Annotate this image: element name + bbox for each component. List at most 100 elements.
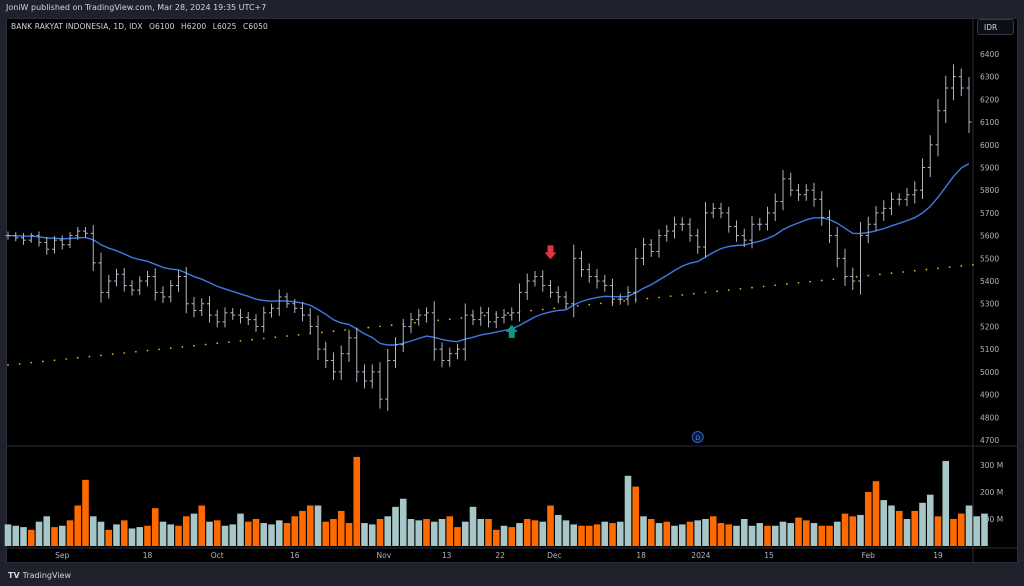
volume-bar <box>926 494 934 546</box>
price-tick-label: 5700 <box>980 209 999 218</box>
volume-bar <box>895 510 903 546</box>
volume-bar <box>43 516 51 546</box>
long-ma-dot <box>65 358 68 360</box>
volume-bar <box>136 527 144 546</box>
time-tick-label: 22 <box>495 551 505 560</box>
volume-bar <box>446 516 454 546</box>
volume-bar <box>469 506 477 546</box>
volume-bar <box>624 475 632 546</box>
long-ma-dot <box>588 303 591 306</box>
long-ma-dot <box>704 291 707 294</box>
volume-bar <box>27 529 35 546</box>
volume-bar <box>345 523 353 546</box>
volume-tick-label: 300 M <box>980 461 1003 470</box>
long-ma-dot <box>460 317 463 319</box>
volume-bar <box>361 523 368 546</box>
long-ma-dot <box>297 333 300 336</box>
volume-bar <box>376 519 384 546</box>
long-ma-dot <box>599 302 602 305</box>
volume-bar <box>159 521 167 546</box>
long-ma-dot <box>658 296 660 299</box>
time-tick-label: Dec <box>547 551 562 560</box>
volume-bar <box>632 486 640 546</box>
long-ma-dot <box>320 331 323 334</box>
long-ma-dot <box>169 347 172 350</box>
long-ma-dot <box>274 336 277 339</box>
long-ma-dot <box>76 356 79 359</box>
volume-bar <box>880 500 888 546</box>
volume-bar <box>415 520 423 546</box>
long-ma-dot <box>227 341 230 343</box>
long-ma-dot <box>692 292 695 295</box>
dividend-marker-icon <box>691 431 704 443</box>
volume-bar <box>82 479 89 546</box>
long-ma-dot <box>367 326 370 329</box>
volume-bar <box>787 523 795 546</box>
price-tick-label: 6400 <box>980 50 999 59</box>
chart-panel[interactable] <box>6 18 1018 563</box>
volume-bar <box>299 510 306 546</box>
volume-bar <box>717 523 725 546</box>
price-tick-label: 6100 <box>980 118 999 127</box>
volume-bar <box>244 521 252 546</box>
long-ma-dot <box>425 320 428 323</box>
price-tick-label: 5400 <box>980 277 999 286</box>
volume-bar <box>97 521 105 546</box>
time-tick-label: Sep <box>55 551 69 560</box>
dividend-marker-label: D <box>695 434 700 442</box>
volume-bar <box>740 519 748 546</box>
volume-bar <box>368 524 376 546</box>
long-ma-dot <box>867 274 870 277</box>
volume-bar <box>934 516 942 546</box>
volume-bar <box>206 521 213 546</box>
volume-bar <box>477 519 485 546</box>
volume-bar <box>647 519 655 546</box>
currency-button[interactable]: IDR <box>977 19 1014 35</box>
price-tick-label: 4800 <box>980 413 999 422</box>
long-ma-dot <box>530 309 533 312</box>
volume-bar <box>430 521 438 546</box>
symbol-name: BANK RAKYAT INDONESIA, 1D, IDX <box>11 22 143 31</box>
long-ma-dot <box>937 267 939 270</box>
volume-bar <box>802 520 810 546</box>
volume-bar <box>678 524 686 546</box>
volume-bar <box>531 520 539 546</box>
volume-bar <box>237 513 244 546</box>
legend-close: C6050 <box>243 22 268 31</box>
volume-bar <box>306 505 314 546</box>
footer-brand[interactable]: TV TradingView <box>8 571 71 580</box>
volume-bar <box>640 516 647 546</box>
volume-bar <box>353 456 361 546</box>
long-ma-dot <box>437 319 440 322</box>
volume-bar <box>733 525 740 546</box>
tradingview-logo-icon: TV <box>8 571 20 580</box>
buy-arrow-icon <box>505 324 518 338</box>
long-ma-dot <box>681 294 684 296</box>
volume-bar <box>888 505 895 546</box>
long-ma-dot <box>193 344 195 347</box>
volume-bar <box>423 519 430 546</box>
volume-bar <box>407 519 415 546</box>
volume-bar <box>903 519 911 546</box>
time-tick-label: 18 <box>636 551 646 560</box>
long-ma-dot <box>251 338 254 341</box>
volume-bar <box>4 524 12 546</box>
long-ma-dot <box>111 353 114 356</box>
volume-bar <box>516 523 523 546</box>
volume-bar <box>756 523 764 546</box>
long-ma-dot <box>100 354 102 357</box>
volume-bar <box>283 523 291 546</box>
volume-bar <box>12 525 20 546</box>
volume-bar <box>175 525 182 546</box>
volume-bar <box>857 514 864 546</box>
volume-bar <box>58 525 66 546</box>
volume-bar <box>252 519 260 546</box>
price-tick-label: 5000 <box>980 368 999 377</box>
volume-bar <box>314 505 322 546</box>
price-tick-label: 4900 <box>980 391 999 400</box>
volume-bar <box>500 525 508 546</box>
time-tick-label: 15 <box>764 551 774 560</box>
price-tick-label: 5900 <box>980 163 999 172</box>
volume-bar <box>221 525 229 546</box>
